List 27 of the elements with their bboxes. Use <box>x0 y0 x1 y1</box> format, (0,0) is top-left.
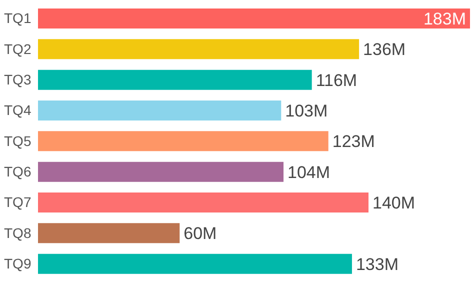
data-label: 183M <box>423 9 466 28</box>
data-label: 60M <box>184 224 217 244</box>
y-tick-label: TQ1 <box>4 10 32 26</box>
bar <box>38 254 352 274</box>
bar <box>38 100 282 121</box>
bar <box>38 70 312 90</box>
data-label: 136M <box>363 40 406 60</box>
bar <box>38 223 180 244</box>
y-tick-label: TQ4 <box>4 102 32 118</box>
bar <box>38 8 470 29</box>
bar <box>38 39 360 60</box>
y-tick-label: TQ8 <box>4 224 32 241</box>
bar <box>38 131 328 152</box>
y-tick-label: TQ6 <box>4 164 32 180</box>
bar <box>38 192 368 213</box>
bar <box>38 162 284 182</box>
y-tick-label: TQ7 <box>4 194 32 210</box>
y-tick-label: TQ3 <box>4 72 32 88</box>
data-label: 123M <box>332 132 375 152</box>
data-label: 103M <box>285 101 328 120</box>
y-tick-label: TQ5 <box>4 132 32 149</box>
data-label: 140M <box>372 193 416 212</box>
data-label: 116M <box>316 70 358 90</box>
data-label: 133M <box>356 254 398 274</box>
data-label: 104M <box>288 162 330 182</box>
y-tick-label: TQ2 <box>4 40 32 57</box>
y-tick-label: TQ9 <box>4 256 32 272</box>
